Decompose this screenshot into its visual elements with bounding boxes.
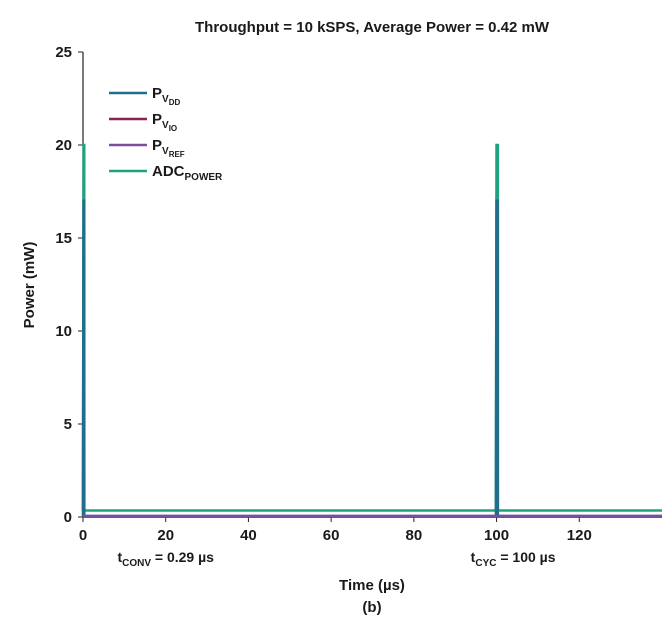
x-tick-label: 60: [323, 527, 340, 544]
y-tick-label: 15: [55, 230, 72, 247]
annotation-value: = 0.29 µs: [151, 549, 214, 565]
annotation-main: t: [117, 549, 122, 565]
legend-label-adcpower: ADCPOWER: [152, 163, 223, 183]
legend-label-main: P: [152, 111, 162, 128]
legend-label-subsubscript: DD: [169, 98, 181, 107]
figure-caption: (b): [362, 599, 381, 616]
x-tick-label: 40: [240, 527, 257, 544]
legend-label-subscript: V: [162, 120, 169, 131]
y-tick-label: 25: [55, 44, 72, 61]
legend-label-subscript: POWER: [185, 172, 224, 183]
x-tick-label: 100: [484, 527, 509, 544]
annotation-main: t: [471, 549, 476, 565]
series-line-adcpower: [81, 143, 662, 512]
y-tick-label: 0: [64, 509, 72, 526]
annotation-tcyc: tCYC = 100 µs: [471, 549, 556, 569]
x-tick-label: 80: [406, 527, 423, 544]
legend-label-subscript: V: [162, 94, 169, 105]
y-tick-label: 5: [64, 416, 72, 433]
y-tick-label: 20: [55, 137, 72, 154]
legend-label-subsubscript: REF: [169, 150, 185, 159]
legend-label-subscript: V: [162, 146, 169, 157]
x-tick-label: 120: [567, 527, 592, 544]
series-line-pvdd: [81, 199, 662, 518]
legend-label-pvdd: PVDD: [152, 85, 180, 107]
y-tick-label: 10: [55, 323, 72, 340]
y-axis-label: Power (mW): [21, 242, 38, 329]
x-tick-label: 20: [157, 527, 174, 544]
x-axis-label: Time (µs): [339, 577, 405, 594]
legend-background: [100, 76, 250, 188]
legend-label-main: P: [152, 85, 162, 102]
legend-label-main: ADC: [152, 163, 185, 180]
x-tick-label: 0: [79, 527, 87, 544]
legend-label-main: P: [152, 137, 162, 154]
legend-label-subsubscript: IO: [169, 124, 177, 133]
chart-title: Throughput = 10 kSPS, Average Power = 0.…: [195, 19, 550, 36]
annotation-value: = 100 µs: [496, 549, 555, 565]
annotation-tconv: tCONV = 0.29 µs: [117, 549, 214, 569]
annotation-subscript: CONV: [122, 558, 151, 569]
annotation-subscript: CYC: [475, 558, 496, 569]
legend-label-pvref: PVREF: [152, 137, 185, 159]
legend-label-pvio: PVIO: [152, 111, 177, 133]
